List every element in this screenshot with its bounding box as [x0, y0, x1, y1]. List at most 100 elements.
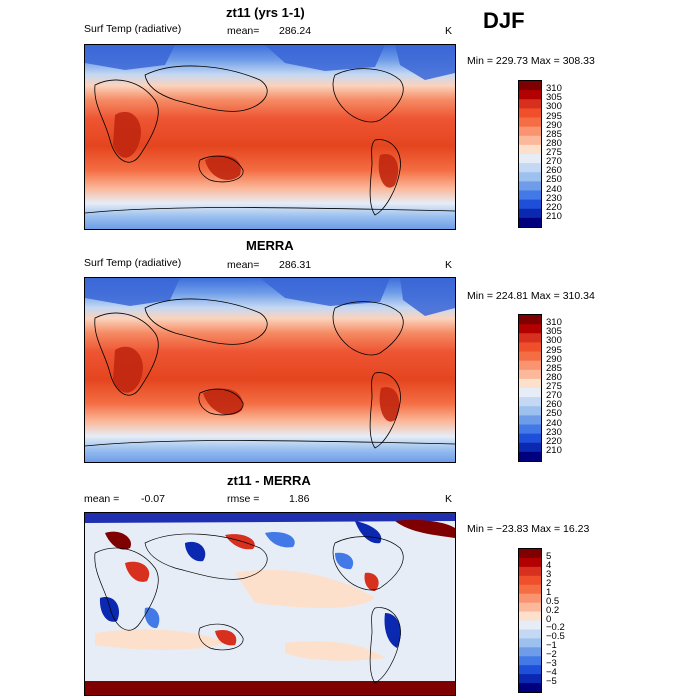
- colorbar-tick-label: 280: [546, 137, 562, 149]
- panel-2-minmax: Min = 224.81 Max = 310.34: [467, 290, 595, 302]
- colorbar-tick-label: 275: [546, 381, 562, 392]
- colorbar-swatch: [519, 665, 541, 675]
- colorbar-tick-label: 280: [546, 371, 562, 383]
- colorbar-tick-label: −0.5: [546, 631, 565, 643]
- panel-1-colorbar-swatches: [518, 80, 542, 228]
- colorbar-swatch: [519, 351, 541, 362]
- panel-3-rmse-label: rmse =: [227, 493, 260, 505]
- colorbar-swatch: [519, 566, 541, 577]
- colorbar-swatch: [519, 342, 541, 353]
- panel-1-title: zt11 (yrs 1-1): [226, 5, 305, 20]
- colorbar-swatch: [519, 315, 541, 325]
- panel-2-mean-value: 286.31: [279, 259, 312, 271]
- panel-2-cold-regions: [85, 278, 455, 316]
- colorbar-swatch: [519, 388, 541, 398]
- panel-2-variable-label: Surf Temp (radiative): [84, 257, 182, 269]
- panel-3-weak-positive: [95, 569, 385, 661]
- panel-2-title: MERRA: [246, 238, 294, 253]
- colorbar-swatch: [519, 108, 541, 119]
- colorbar-tick-label: 0: [546, 613, 552, 625]
- colorbar-swatch: [519, 324, 541, 334]
- colorbar-swatch: [519, 217, 541, 227]
- colorbar-swatch: [519, 647, 541, 657]
- colorbar-swatch: [519, 135, 541, 146]
- panel-1-mean-label: mean=: [227, 25, 260, 37]
- panel-3-rmse-value: 1.86: [289, 493, 310, 505]
- colorbar-tick-label: −0.2: [546, 622, 565, 634]
- colorbar-tick-label: 3: [546, 568, 552, 580]
- colorbar-tick-label: 240: [546, 417, 562, 429]
- panel-3-map: [84, 512, 456, 696]
- panel-3-units: K: [445, 493, 453, 505]
- colorbar-swatch: [519, 406, 541, 416]
- colorbar-tick-label: −1: [546, 640, 557, 652]
- colorbar-tick-label: 0.5: [546, 595, 560, 607]
- panel-2-map: [84, 277, 456, 463]
- colorbar-swatch: [519, 593, 541, 604]
- panel-2-units: K: [445, 259, 453, 271]
- panel-1-colorbar: [518, 80, 542, 228]
- colorbar-swatch: [519, 90, 541, 100]
- colorbar-tick-label: 0.2: [546, 604, 560, 616]
- colorbar-swatch: [519, 369, 541, 380]
- colorbar-swatch: [519, 208, 541, 219]
- colorbar-tick-label: 300: [546, 335, 562, 347]
- colorbar-tick-label: 1: [546, 586, 552, 598]
- colorbar-tick-label: 260: [546, 399, 562, 411]
- panel-3-colorbar-swatches: [518, 548, 542, 693]
- colorbar-swatch: [519, 656, 541, 666]
- colorbar-swatch: [519, 99, 541, 109]
- colorbar-swatch: [519, 199, 541, 210]
- colorbar-swatch: [519, 442, 541, 453]
- panel-2-mean-label: mean=: [227, 259, 260, 271]
- colorbar-swatch: [519, 549, 541, 559]
- colorbar-tick-label: 275: [546, 147, 562, 158]
- colorbar-swatch: [519, 333, 541, 343]
- colorbar-swatch: [519, 575, 541, 586]
- colorbar-swatch: [519, 415, 541, 426]
- panel-1-units: K: [445, 25, 453, 37]
- colorbar-swatch: [519, 451, 541, 461]
- colorbar-swatch: [519, 674, 541, 684]
- colorbar-tick-label: 220: [546, 435, 562, 447]
- panel-3-mean-label: mean =: [84, 493, 120, 505]
- colorbar-tick-label: 310: [546, 317, 562, 329]
- panel-3-moderate-negative: [144, 532, 354, 629]
- colorbar-swatch: [519, 611, 541, 621]
- colorbar-tick-label: 250: [546, 408, 562, 420]
- colorbar-swatch: [519, 424, 541, 435]
- colorbar-swatch: [519, 117, 541, 128]
- colorbar-tick-label: 240: [546, 183, 562, 195]
- panel-1-map: [84, 44, 456, 230]
- colorbar-swatch: [519, 620, 541, 630]
- colorbar-tick-label: −2: [546, 649, 557, 661]
- panel-1-minmax: Min = 229.73 Max = 308.33: [467, 55, 595, 67]
- colorbar-tick-label: 2: [546, 577, 552, 589]
- colorbar-swatch: [519, 126, 541, 137]
- colorbar-tick-label: −4: [546, 667, 557, 679]
- colorbar-tick-label: −5: [546, 676, 557, 688]
- panel-3-coastlines: [94, 533, 404, 684]
- colorbar-tick-label: 230: [546, 426, 562, 438]
- panel-3-minmax: Min = −23.83 Max = 16.23: [467, 523, 590, 535]
- colorbar-swatch: [519, 602, 541, 613]
- colorbar-swatch: [519, 433, 541, 444]
- colorbar-swatch: [519, 683, 541, 692]
- colorbar-swatch: [519, 172, 541, 182]
- colorbar-tick-label: 270: [546, 156, 562, 168]
- panel-1-variable-label: Surf Temp (radiative): [84, 23, 182, 35]
- colorbar-tick-label: 230: [546, 192, 562, 204]
- panel-2-colorbar: [518, 314, 542, 462]
- season-label: DJF: [483, 8, 525, 33]
- colorbar-swatch: [519, 360, 541, 371]
- colorbar-tick-label: 290: [546, 353, 562, 365]
- colorbar-tick-label: 210: [546, 210, 562, 222]
- colorbar-tick-label: 220: [546, 201, 562, 213]
- colorbar-tick-label: 310: [546, 83, 562, 95]
- panel-2-colorbar-swatches: [518, 314, 542, 462]
- colorbar-tick-label: 295: [546, 110, 562, 122]
- panel-3-mean-value: -0.07: [141, 493, 165, 505]
- colorbar-tick-label: 250: [546, 174, 562, 186]
- colorbar-tick-label: 290: [546, 119, 562, 131]
- colorbar-swatch: [519, 181, 541, 192]
